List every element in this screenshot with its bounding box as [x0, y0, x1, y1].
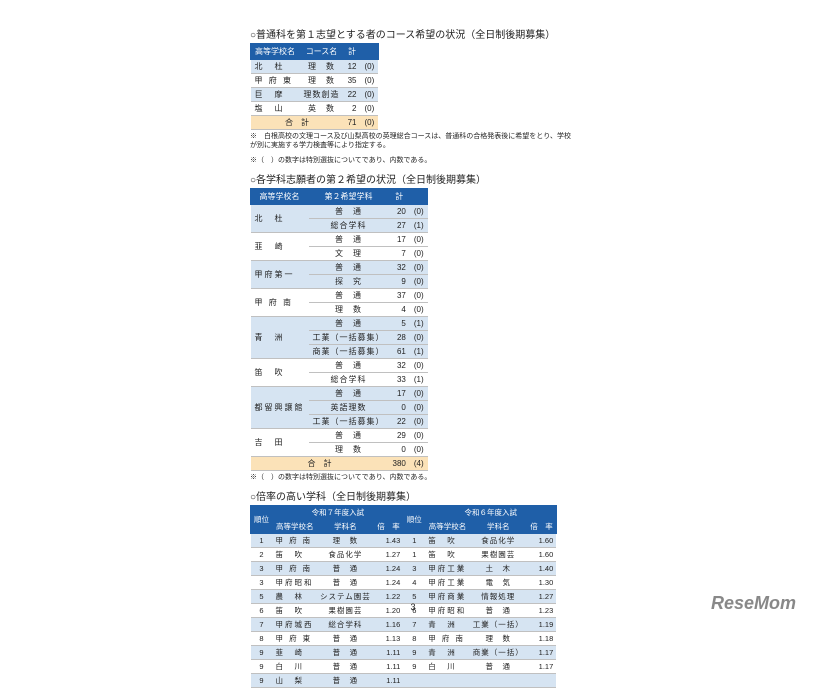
table-row: 青 洲普 通5(1)	[251, 317, 428, 331]
table1: 高等学校名コース名計 北 杜理 数12(0)甲 府 東理 数35(0)巨 摩理数…	[250, 43, 379, 130]
table-row: 巨 摩理数創造22(0)	[251, 88, 379, 102]
table3-header: 令和６年度入試	[425, 506, 556, 520]
table-row: 3甲府昭和普 通1.244甲府工業電 気1.30	[251, 576, 557, 590]
section3-title: ○倍率の高い学科（全日制後期募集）	[250, 488, 576, 503]
table3-header: 順位	[251, 506, 273, 534]
table-row: 8甲 府 東普 通1.138甲 府 南理 数1.18	[251, 632, 557, 646]
table-row: 5農 林システム園芸1.225甲府商業情報処理1.27	[251, 590, 557, 604]
table3-header: 高等学校名	[273, 520, 318, 534]
table-row: 韮 崎普 通17(0)	[251, 233, 428, 247]
table-row: 甲 府 東理 数35(0)	[251, 74, 379, 88]
table3-header: 学科名	[470, 520, 527, 534]
table-row: 甲府第一普 通32(0)	[251, 261, 428, 275]
page-number: 3	[410, 602, 415, 612]
table3-header: 倍 率	[374, 520, 404, 534]
table2-header: 第２希望学科	[309, 189, 389, 205]
table-row: 2笛 吹食品化学1.271笛 吹果樹園芸1.60	[251, 548, 557, 562]
table1-header: 高等学校名	[251, 44, 300, 60]
table-row: 甲 府 南普 通37(0)	[251, 289, 428, 303]
table-row: 1甲 府 南理 数1.431笛 吹食品化学1.60	[251, 534, 557, 548]
section2-note: ※（ ）の数字は特別選抜についてであり、内数である。	[250, 473, 576, 482]
table-row: 塩 山英 数2(0)	[251, 102, 379, 116]
section1-note1: ※ 白根高校の文理コース及び山梨高校の英理総合コースは、普通科の合格発表後に希望…	[250, 132, 576, 150]
table-row: 6笛 吹果樹園芸1.206甲府昭和普 通1.23	[251, 604, 557, 618]
table-row: 北 杜理 数12(0)	[251, 60, 379, 74]
table3-header: 倍 率	[527, 520, 557, 534]
table2: 高等学校名第２希望学科計 北 杜普 通20(0)総合学科27(1)韮 崎普 通1…	[250, 188, 428, 471]
table-row: 3甲 府 南普 通1.243甲府工業土 木1.40	[251, 562, 557, 576]
table-row: 笛 吹普 通32(0)	[251, 359, 428, 373]
table-row: 9山 梨普 通1.11	[251, 674, 557, 688]
table2-total-row: 合 計380(4)	[251, 457, 428, 471]
table2-header	[410, 189, 428, 205]
section1-title: ○普通科を第１志望とする者のコース希望の状況（全日制後期募集）	[250, 26, 576, 41]
table-row: 都留興譲館普 通17(0)	[251, 387, 428, 401]
table1-header: 計	[344, 44, 361, 60]
table1-header	[361, 44, 379, 60]
table3-header: 高等学校名	[425, 520, 470, 534]
table-row: 9韮 崎普 通1.119青 洲商業（一括）1.17	[251, 646, 557, 660]
table-row: 北 杜普 通20(0)	[251, 205, 428, 219]
table-row: 9白 川普 通1.119白 川普 通1.17	[251, 660, 557, 674]
table1-total-row: 合 計71(0)	[251, 116, 379, 130]
table-row: 吉 田普 通29(0)	[251, 429, 428, 443]
table3-header: 令和７年度入試	[273, 506, 404, 520]
table3-header: 学科名	[317, 520, 374, 534]
table1-header: コース名	[300, 44, 344, 60]
table2-header: 計	[389, 189, 410, 205]
table3: 順位 令和７年度入試 順位 令和６年度入試 高等学校名学科名倍 率高等学校名学科…	[250, 505, 557, 688]
table3-header: 順位	[403, 506, 425, 534]
section1-note2: ※（ ）の数字は特別選抜についてであり、内数である。	[250, 156, 576, 165]
section2-title: ○各学科志願者の第２希望の状況（全日制後期募集）	[250, 171, 576, 186]
table2-header: 高等学校名	[251, 189, 309, 205]
resemom-logo: ReseMom	[711, 593, 796, 614]
